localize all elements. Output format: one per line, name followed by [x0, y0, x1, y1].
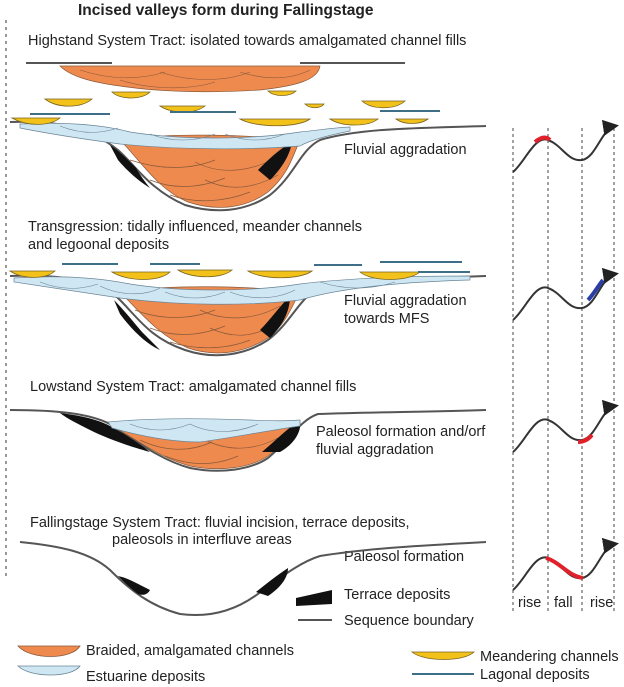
- panel2-estuarine-band: [13, 275, 471, 305]
- sea-level-curve-3: [512, 399, 619, 453]
- panel4-valley: [19, 541, 487, 616]
- panel4-heading-line2: paleosols in interfluve areas: [112, 532, 292, 548]
- legend-terrace-label: Terrace deposits: [344, 587, 451, 603]
- panel2-heading-line2: and legoonal deposits: [28, 237, 170, 253]
- panel1-braided-fill: [119, 134, 301, 208]
- sea-level-label-fall: fall: [554, 595, 573, 611]
- legend: [17, 590, 475, 676]
- panel1-valley: [9, 62, 487, 212]
- panel1-terrace-left: [110, 145, 150, 188]
- legend-meandering-label: Meandering channels: [480, 649, 619, 665]
- legend-braided-label: Braided, amalgamated channels: [86, 643, 294, 659]
- legend-terrace-swatch: [296, 590, 332, 606]
- panel2-valley: [8, 261, 487, 357]
- panel1-terrace-right: [258, 142, 292, 180]
- panel1-estuarine-band: [19, 122, 351, 150]
- sea-level-curve-1: [512, 119, 619, 173]
- sea-level-label-rise-1: rise: [518, 595, 542, 611]
- figure-title: Incised valleys form during Fallingstage: [78, 2, 374, 19]
- legend-meandering-swatch: [410, 651, 475, 660]
- legend-braided-swatch: [17, 645, 81, 657]
- legend-estuarine-swatch: [17, 665, 81, 676]
- panel3-valley: [9, 409, 487, 472]
- panel3-process-line1: Paleosol formation and/orf: [316, 424, 486, 440]
- panel3-sequence-boundary: [9, 409, 487, 472]
- panel2-terrace-right: [260, 296, 290, 338]
- panel3-terrace-left: [60, 413, 150, 452]
- legend-lagoonal-label: Lagonal deposits: [480, 667, 590, 683]
- panel2-terrace-left: [114, 300, 160, 350]
- panel3-process-line2: fluvial aggradation: [316, 442, 434, 458]
- panel2-heading-line1: Transgression: tidally influenced, meand…: [28, 219, 362, 235]
- legend-sequence-label: Sequence boundary: [344, 613, 474, 629]
- panel3-terrace-right: [262, 420, 301, 452]
- panel3-estuarine-band: [107, 418, 301, 443]
- panel4-process: Paleosol formation: [344, 549, 465, 565]
- panel4-heading-line1: Fallingstage System Tract: fluvial incis…: [30, 515, 410, 531]
- sea-level-label-rise-2: rise: [590, 595, 614, 611]
- legend-estuarine-label: Estuarine deposits: [86, 669, 206, 685]
- sea-level-panel: [512, 119, 619, 612]
- sea-level-curve-4: [512, 537, 619, 591]
- panel3-heading: Lowstand System Tract: amalgamated chann…: [30, 379, 357, 395]
- panel2-process-line1: Fluvial aggradation: [344, 293, 467, 309]
- panel1-heading: Highstand System Tract: isolated towards…: [28, 33, 467, 49]
- sea-level-curve-2: [512, 267, 619, 321]
- panel4-sequence-boundary: [19, 541, 487, 616]
- panel2-process-line2: towards MFS: [344, 311, 430, 327]
- panel4-terrace-left: [118, 576, 150, 595]
- panel1-process: Fluvial aggradation: [344, 142, 467, 158]
- panel4-terrace-right: [256, 568, 288, 596]
